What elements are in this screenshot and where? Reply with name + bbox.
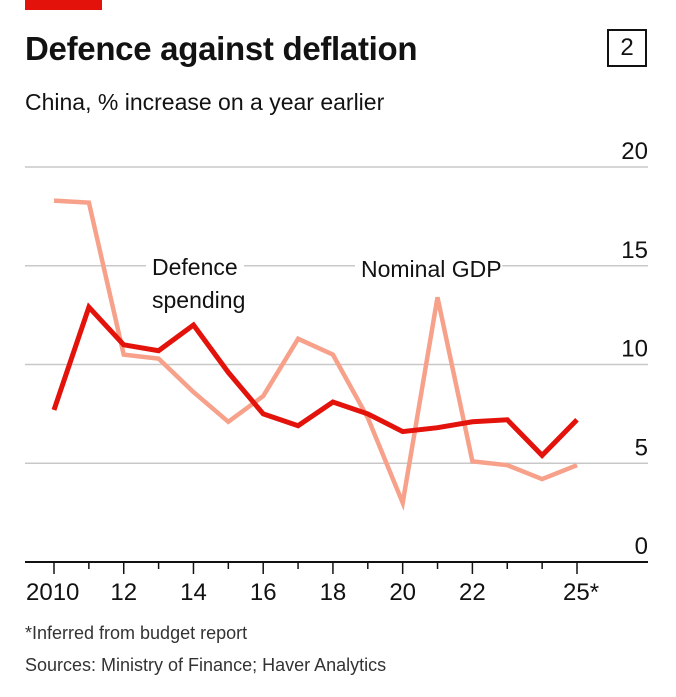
x-tick-label-2012: 12 <box>110 579 137 606</box>
x-tick-label-2018: 18 <box>320 579 347 606</box>
y-tick-label-15: 15 <box>621 237 648 264</box>
x-tick-label-2022: 22 <box>459 579 486 606</box>
y-tick-labels: 0 5 10 15 20 <box>621 138 648 560</box>
x-tick-label-2010: 2010 <box>26 579 79 606</box>
chart-subtitle: China, % increase on a year earlier <box>25 89 385 115</box>
series-label-halo <box>146 284 257 315</box>
y-tick-label-20: 20 <box>621 138 648 165</box>
x-axis: 2010 12 14 16 18 20 22 25* <box>25 561 648 606</box>
series-line-nominal-gdp <box>53 198 578 511</box>
sources-note: Sources: Ministry of Finance; Haver Anal… <box>25 655 387 675</box>
series-label-nominal-gdp-0: Nominal GDP <box>361 256 502 282</box>
x-tick-label-2020: 20 <box>389 579 416 606</box>
footnote: *Inferred from budget report <box>25 623 248 643</box>
series-label-defence-spending-1: spending <box>152 287 245 313</box>
y-tick-label-0: 0 <box>635 533 648 560</box>
x-tick-label-2025: 25* <box>563 579 599 606</box>
x-tick-label-2016: 16 <box>250 579 277 606</box>
y-tick-label-5: 5 <box>635 434 648 461</box>
series-label-halo <box>146 251 245 282</box>
series-label-defence-spending-0: Defence <box>152 254 238 280</box>
y-tick-label-10: 10 <box>621 336 648 363</box>
series-lines <box>51 198 579 511</box>
series-labels: Defence spending Nominal GDP <box>146 251 503 315</box>
series-label-halo <box>355 253 503 284</box>
series-line-defence-spending <box>51 302 579 459</box>
x-tick-label-2014: 14 <box>180 579 207 606</box>
brand-accent-bar <box>25 0 102 10</box>
gridlines <box>25 166 648 464</box>
chart-title: Defence against deflation <box>25 30 418 67</box>
chart-number-badge: 2 <box>607 29 647 67</box>
